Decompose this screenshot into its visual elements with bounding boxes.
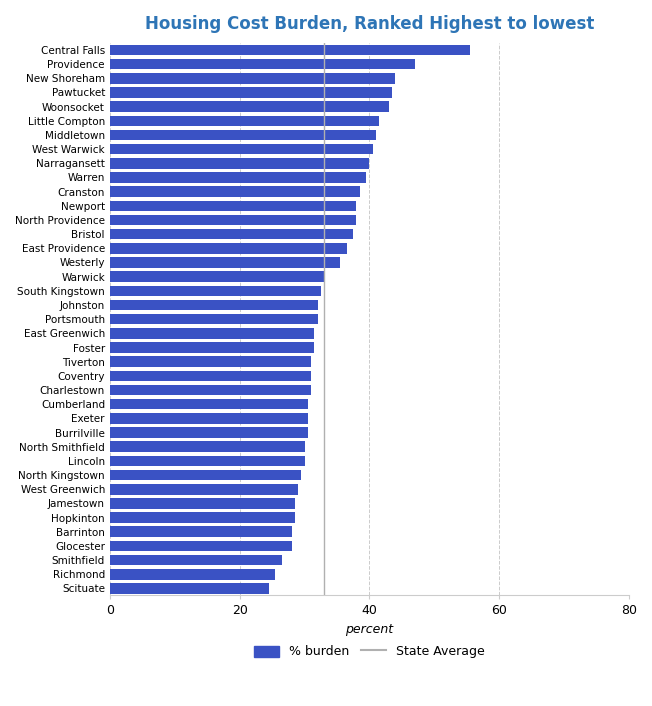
Bar [110,271,324,282]
Bar [110,73,395,83]
Bar [110,498,295,509]
Bar [110,484,298,494]
Bar [110,102,389,112]
Legend: % burden, State Average: % burden, State Average [248,640,490,664]
Bar [110,44,470,55]
Bar [110,455,304,466]
Bar [110,314,318,325]
Bar [110,328,314,339]
Bar [110,158,370,169]
Bar [110,257,340,268]
Bar [110,144,373,155]
Bar [110,555,282,566]
Bar [110,172,366,183]
X-axis label: percent: percent [346,623,394,636]
Bar [110,441,304,452]
Bar [110,569,275,580]
Bar [110,513,295,523]
Bar [110,527,291,537]
Bar [110,201,357,211]
Title: Housing Cost Burden, Ranked Highest to lowest: Housing Cost Burden, Ranked Highest to l… [145,15,594,33]
Bar [110,371,311,381]
Bar [110,285,321,296]
Bar [110,541,291,551]
Bar [110,87,392,98]
Bar [110,342,314,353]
Bar [110,116,379,126]
Bar [110,299,318,311]
Bar [110,130,376,140]
Bar [110,413,308,424]
Bar [110,186,360,197]
Bar [110,215,357,225]
Bar [110,583,269,594]
Bar [110,229,353,239]
Bar [110,59,415,69]
Bar [110,399,308,409]
Bar [110,243,347,253]
Bar [110,357,311,367]
Bar [110,427,308,438]
Bar [110,385,311,395]
Bar [110,469,301,480]
